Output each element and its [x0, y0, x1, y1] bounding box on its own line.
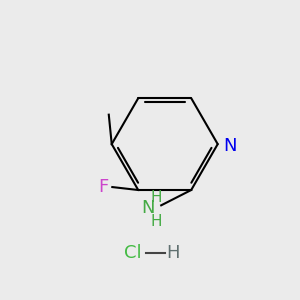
Text: H: H: [150, 214, 162, 229]
Text: F: F: [98, 178, 109, 196]
Text: H: H: [150, 190, 162, 205]
Text: N: N: [141, 199, 154, 217]
Text: N: N: [223, 136, 236, 154]
Text: H: H: [166, 244, 180, 262]
Text: Cl: Cl: [124, 244, 141, 262]
